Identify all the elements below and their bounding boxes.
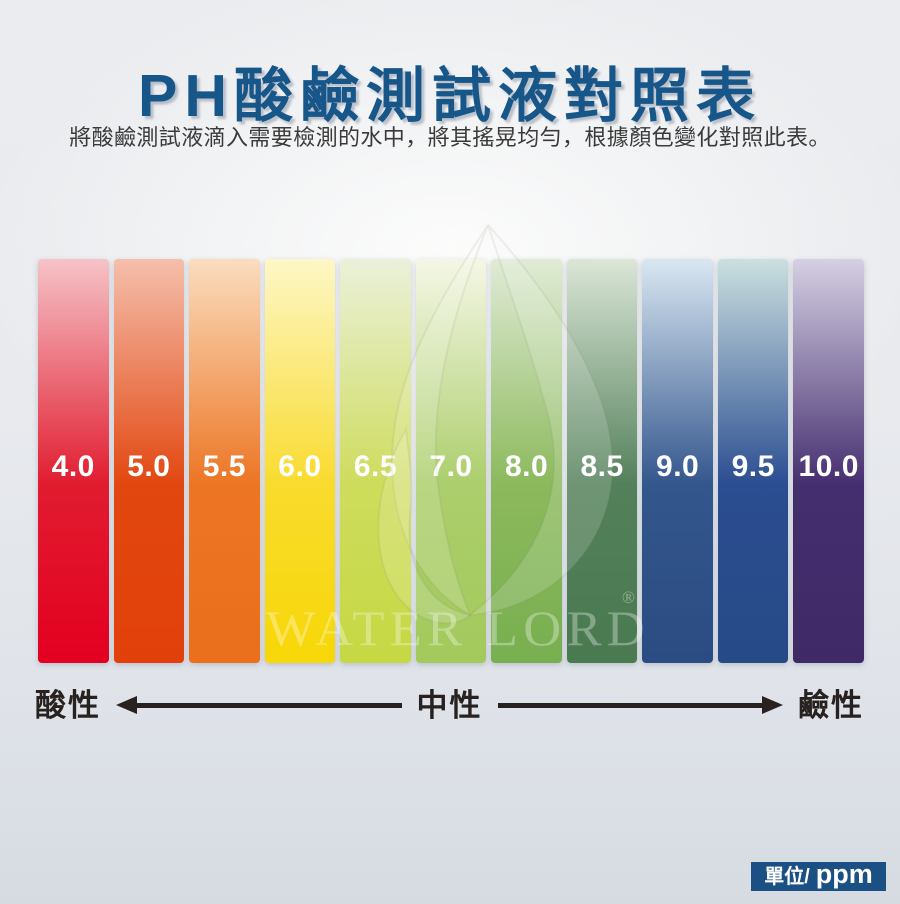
- ph-bar-9.0: 9.0: [642, 259, 713, 663]
- ph-value-label: 5.0: [127, 450, 171, 483]
- axis-label-alkaline: 鹼性: [798, 687, 864, 723]
- ph-value-label: 9.5: [731, 450, 775, 483]
- ph-bar-6.0: 6.0: [264, 259, 336, 663]
- ph-bar-5.5: 5.5: [189, 259, 260, 663]
- ph-value-label: 4.0: [51, 450, 95, 483]
- ph-bar-6.5: 6.5: [340, 259, 411, 663]
- unit-badge-value: ppm: [815, 859, 873, 889]
- page-title: PH酸鹼測試液對照表: [138, 63, 762, 129]
- ph-bar-8.5: 8.5: [566, 259, 638, 663]
- ph-value-label: 6.0: [278, 450, 322, 483]
- ph-axis-legend: 酸性 中性 鹼性: [35, 684, 864, 726]
- ph-bar-5.0: 5.0: [113, 259, 185, 663]
- arrow-left-icon: [116, 696, 402, 714]
- ph-color-scale: 4.0 5.0 5.5 6.0 6.5 7.0 8.0 8.5 9.0 9.5 10.0: [38, 259, 865, 663]
- ph-value-label: 8.0: [504, 450, 549, 483]
- arrow-left-shaft: [137, 702, 402, 708]
- ph-bar-7.0: 7.0: [415, 259, 487, 663]
- ph-bar-4.0: 4.0: [38, 259, 109, 663]
- unit-badge: 單位/ ppm: [751, 859, 886, 891]
- ph-value-label: 10.0: [798, 450, 859, 483]
- arrow-left-head: [116, 696, 137, 714]
- page-subtitle: 將酸鹼測試液滴入需要檢測的水中，將其搖晃均勻，根據顏色變化對照此表。: [69, 125, 831, 150]
- axis-label-acid: 酸性: [35, 687, 101, 723]
- ph-value-label: 7.0: [429, 450, 473, 483]
- ph-value-label: 6.5: [353, 450, 398, 483]
- ph-value-label: 5.5: [202, 450, 246, 483]
- ph-value-label: 9.0: [656, 450, 700, 483]
- ph-value-label: 8.5: [580, 450, 624, 483]
- unit-badge-prefix: 單位/: [764, 865, 810, 888]
- arrow-right-head: [762, 696, 783, 714]
- ph-bar-8.0: 8.0: [491, 259, 562, 663]
- ph-bar-10.0: 10.0: [793, 259, 865, 663]
- axis-label-neutral: 中性: [416, 687, 483, 723]
- arrow-right-shaft: [497, 702, 762, 708]
- ph-bar-9.5: 9.5: [717, 259, 789, 663]
- arrow-right-icon: [497, 696, 783, 714]
